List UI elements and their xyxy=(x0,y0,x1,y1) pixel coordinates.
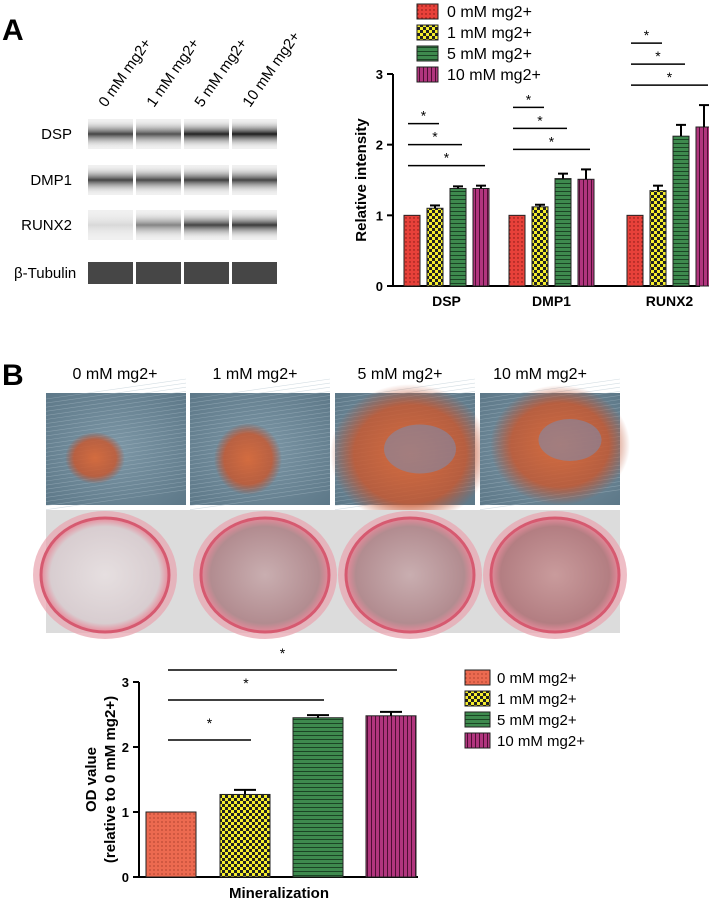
bar xyxy=(695,126,709,287)
blot-band xyxy=(184,119,229,149)
blot-band xyxy=(136,165,181,195)
blot-lane-label: 10 mM mg2+ xyxy=(239,28,304,110)
significance-star: * xyxy=(537,112,543,128)
legend-label: 10 mM mg2+ xyxy=(497,733,585,750)
legend-label: 10 mM mg2+ xyxy=(447,67,541,84)
legend-label: 1 mM mg2+ xyxy=(447,25,532,42)
bar xyxy=(649,190,667,287)
legend-swatch xyxy=(464,669,491,686)
blot-band xyxy=(184,262,229,284)
x-tick-label: RUNX2 xyxy=(646,293,694,309)
bar xyxy=(626,214,644,287)
blot-row-label: RUNX2 xyxy=(21,217,72,234)
blot-band xyxy=(88,262,133,284)
y-axis-label: (relative to 0 mM mg2+) xyxy=(102,696,119,863)
legend-swatch xyxy=(464,690,491,707)
significance-star: * xyxy=(444,150,450,166)
significance-star: * xyxy=(655,48,661,64)
blot-row-label: DMP1 xyxy=(30,172,72,189)
mineralization-chart: 0 1 2 3 OD value (relative to 0 mM mg2+) Miner… xyxy=(83,645,585,902)
bar xyxy=(403,214,421,287)
significance-star: * xyxy=(243,675,249,691)
bar xyxy=(449,187,467,287)
legend-swatch xyxy=(464,732,491,749)
stain-nodule xyxy=(214,423,282,495)
culture-plate-photo xyxy=(33,510,627,639)
legend-swatch xyxy=(464,711,491,728)
bar xyxy=(472,187,490,287)
significance-star: * xyxy=(526,91,532,107)
y-tick-label: 2 xyxy=(376,138,383,153)
blot-row-label: β-Tubulin xyxy=(14,265,76,282)
blot-band xyxy=(232,210,277,240)
blot-band xyxy=(184,210,229,240)
legend-swatch xyxy=(416,45,439,62)
y-tick-label: 1 xyxy=(376,208,383,223)
bar xyxy=(531,206,549,287)
bar xyxy=(219,793,271,878)
blot-band xyxy=(136,262,181,284)
x-tick-label: DMP1 xyxy=(532,293,571,309)
x-axis-label: Mineralization xyxy=(229,885,329,902)
stain-condition-label: 0 mM mg2+ xyxy=(73,366,158,383)
blot-band xyxy=(136,210,181,240)
microscopy-image xyxy=(330,378,490,524)
y-axis-label: OD value xyxy=(83,747,100,812)
blot-band xyxy=(88,210,133,240)
legend-label: 0 mM mg2+ xyxy=(497,670,577,687)
legend-swatch xyxy=(416,66,439,83)
bar xyxy=(426,207,444,287)
stain-condition-label: 1 mM mg2+ xyxy=(213,366,298,383)
bar xyxy=(554,178,572,287)
y-tick-label: 1 xyxy=(122,805,129,820)
microscopy-image xyxy=(45,378,187,510)
blot-row-label: DSP xyxy=(41,126,72,143)
legend-label: 5 mM mg2+ xyxy=(447,46,532,63)
x-tick-label: DSP xyxy=(432,293,461,309)
blot-band xyxy=(184,165,229,195)
stain-nodule xyxy=(65,432,125,484)
panel-letter-b: B xyxy=(2,359,24,392)
y-tick-label: 2 xyxy=(122,740,129,755)
y-axis-label: Relative intensity xyxy=(353,118,370,242)
legend-swatch xyxy=(416,3,439,20)
blot-band xyxy=(232,165,277,195)
significance-star: * xyxy=(432,129,438,145)
significance-star: * xyxy=(644,27,650,43)
legend-swatch xyxy=(416,24,439,41)
y-tick-label: 3 xyxy=(376,67,383,82)
microscopy-image xyxy=(479,378,630,510)
blot-band xyxy=(88,165,133,195)
bar xyxy=(145,811,197,878)
western-blot-panel: 0 mM mg2+1 mM mg2+5 mM mg2+10 mM mg2+DSP… xyxy=(14,28,304,284)
significance-star: * xyxy=(280,645,286,661)
significance-star: * xyxy=(207,715,213,731)
bar xyxy=(577,178,595,287)
bar xyxy=(672,135,690,287)
bar xyxy=(508,214,526,287)
y-tick-label: 0 xyxy=(122,870,129,885)
blot-band xyxy=(232,119,277,149)
blot-band xyxy=(88,119,133,149)
stain-condition-label: 10 mM mg2+ xyxy=(493,366,587,383)
legend-label: 0 mM mg2+ xyxy=(447,4,532,21)
blot-band xyxy=(136,119,181,149)
stain-condition-label: 5 mM mg2+ xyxy=(358,366,443,383)
significance-star: * xyxy=(549,133,555,149)
bar xyxy=(365,715,417,878)
relative-intensity-chart: 0 1 2 3 Relative intensity DSP * * * DMP1 * * * RUNX2… xyxy=(353,3,709,309)
significance-star: * xyxy=(421,108,427,124)
bar xyxy=(292,717,344,878)
y-tick-label: 3 xyxy=(122,675,129,690)
blot-band xyxy=(232,262,277,284)
microscopy-image xyxy=(189,378,331,510)
significance-star: * xyxy=(667,69,673,85)
panel-letter-a: A xyxy=(2,14,24,47)
y-tick-label: 0 xyxy=(376,279,383,294)
stain-images-panel: 0 mM mg2+ 1 mM mg2+ 5 mM mg2+ 10 mM mg2+ xyxy=(33,366,630,639)
legend-label: 5 mM mg2+ xyxy=(497,712,577,729)
legend-label: 1 mM mg2+ xyxy=(497,691,577,708)
